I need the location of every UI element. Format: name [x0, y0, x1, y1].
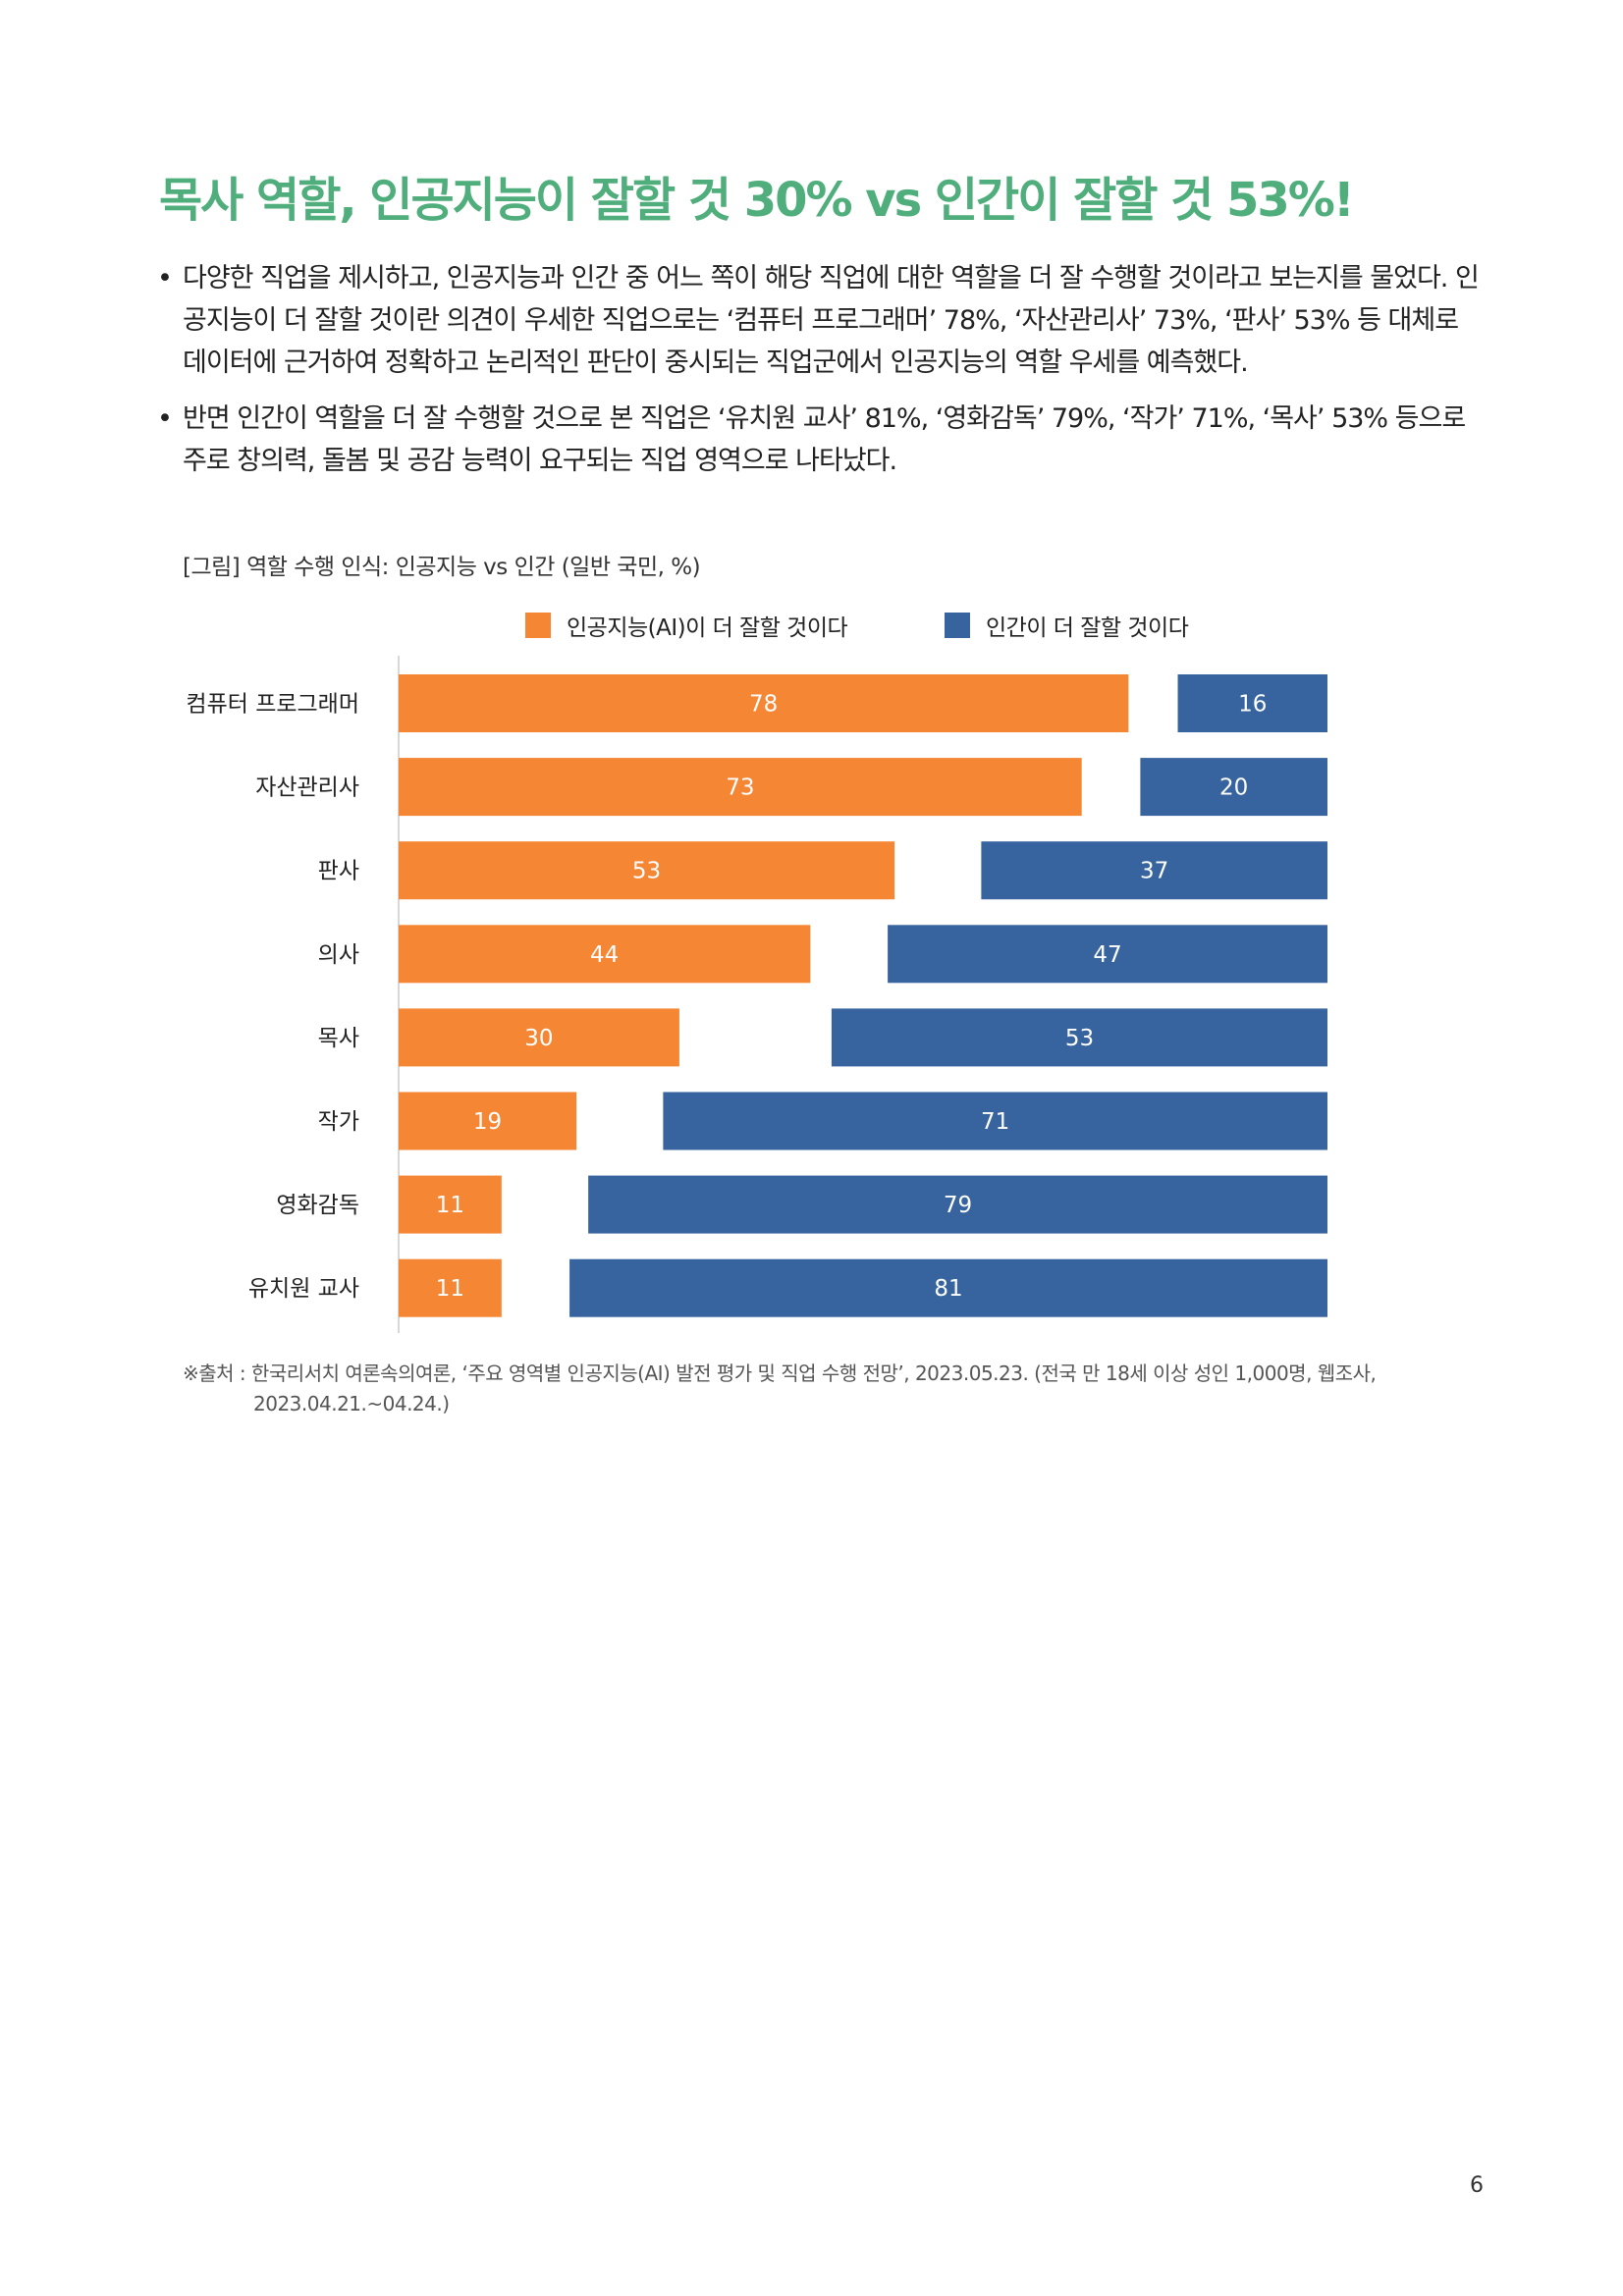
legend-item-ai: 인공지능(AI)이 더 잘할 것이다 [525, 609, 848, 642]
bar-ai [399, 1175, 502, 1234]
figure-caption: [그림] 역할 수행 인식: 인공지능 vs 인간 (일반 국민, %) [183, 555, 701, 580]
data-label-human: 53 [1065, 1026, 1094, 1051]
category-label: 유치원 교사 [248, 1276, 359, 1302]
bar-ai [399, 841, 895, 900]
data-label-ai: 53 [632, 859, 661, 884]
category-label: 영화감독 [276, 1193, 359, 1218]
chart-svg: 컴퓨터 프로그래머 78 16 자산관리사 73 20 판사 53 37 의사 44 47 목사 30 53… [186, 656, 1327, 1333]
category-label: 판사 [318, 859, 359, 884]
bar-human [1140, 758, 1327, 817]
data-label-human: 71 [981, 1109, 1009, 1135]
bullet-marker: • [157, 263, 173, 294]
legend-label-ai: 인공지능(AI)이 더 잘할 것이다 [567, 615, 848, 641]
legend-item-human: 인간이 더 잘할 것이다 [945, 609, 1189, 642]
bar-ai [399, 758, 1082, 817]
legend-swatch-ai [525, 613, 551, 638]
bar-ai [399, 1258, 502, 1317]
section-heading: 목사 역할, 인공지능이 잘할 것 30% vs 인간이 잘할 것 53%! [159, 173, 1355, 228]
data-label-human: 37 [1140, 859, 1168, 884]
bar-human [569, 1258, 1327, 1317]
bullet-item: • 다양한 직업을 제시하고, 인공지능과 인간 중 어느 쪽이 해당 직업에 … [157, 257, 1488, 384]
bar-human [888, 925, 1327, 984]
bullet-text: 다양한 직업을 제시하고, 인공지능과 인간 중 어느 쪽이 해당 직업에 대한… [183, 263, 1480, 378]
bullet-item: • 반면 인간이 역할을 더 잘 수행할 것으로 본 직업은 ‘유치원 교사’ … [157, 398, 1488, 482]
category-label: 작가 [318, 1109, 359, 1135]
bar-human [1177, 674, 1327, 732]
bar-chart: 컴퓨터 프로그래머 78 16 자산관리사 73 20 판사 53 37 의사 44 47 목사 30 53… [147, 656, 1345, 1333]
bar-human [663, 1092, 1327, 1150]
data-label-human: 81 [934, 1276, 962, 1302]
bar-ai [399, 925, 811, 984]
data-label-human: 47 [1093, 942, 1121, 968]
bullet-marker: • [157, 403, 173, 434]
page-number: 6 [1470, 2173, 1484, 2198]
bar-ai [399, 1092, 577, 1150]
data-label-ai: 44 [590, 942, 619, 968]
category-label: 의사 [318, 942, 359, 968]
bar-human [588, 1175, 1327, 1234]
data-label-human: 16 [1238, 692, 1267, 718]
data-label-ai: 73 [726, 775, 754, 801]
legend-swatch-human [945, 613, 970, 638]
category-label: 자산관리사 [255, 775, 359, 801]
data-label-ai: 30 [524, 1026, 553, 1051]
data-label-ai: 11 [436, 1276, 464, 1302]
data-label-human: 20 [1219, 775, 1248, 801]
category-label: 목사 [318, 1026, 359, 1051]
category-label: 컴퓨터 프로그래머 [186, 692, 359, 718]
source-line: 2023.04.21.~04.24.) [253, 1392, 450, 1415]
bar-ai [399, 674, 1129, 732]
source-note: ※출처 : 한국리서치 여론속의여론, ‘주요 영역별 인공지능(AI) 발전 … [183, 1359, 1459, 1419]
bar-human [981, 841, 1327, 900]
chart-legend: 인공지능(AI)이 더 잘할 것이다 인간이 더 잘할 것이다 [0, 609, 1623, 648]
bullet-text: 반면 인간이 역할을 더 잘 수행할 것으로 본 직업은 ‘유치원 교사’ 81… [183, 403, 1466, 476]
data-label-ai: 19 [473, 1109, 502, 1135]
bar-ai [399, 1008, 679, 1067]
bullet-list: • 다양한 직업을 제시하고, 인공지능과 인간 중 어느 쪽이 해당 직업에 … [157, 257, 1488, 496]
data-label-human: 79 [944, 1193, 972, 1218]
bar-human [831, 1008, 1327, 1067]
data-label-ai: 78 [749, 692, 778, 718]
data-label-ai: 11 [436, 1193, 464, 1218]
legend-label-human: 인간이 더 잘할 것이다 [986, 615, 1189, 641]
source-line: ※출처 : 한국리서치 여론속의여론, ‘주요 영역별 인공지능(AI) 발전 … [183, 1362, 1377, 1385]
